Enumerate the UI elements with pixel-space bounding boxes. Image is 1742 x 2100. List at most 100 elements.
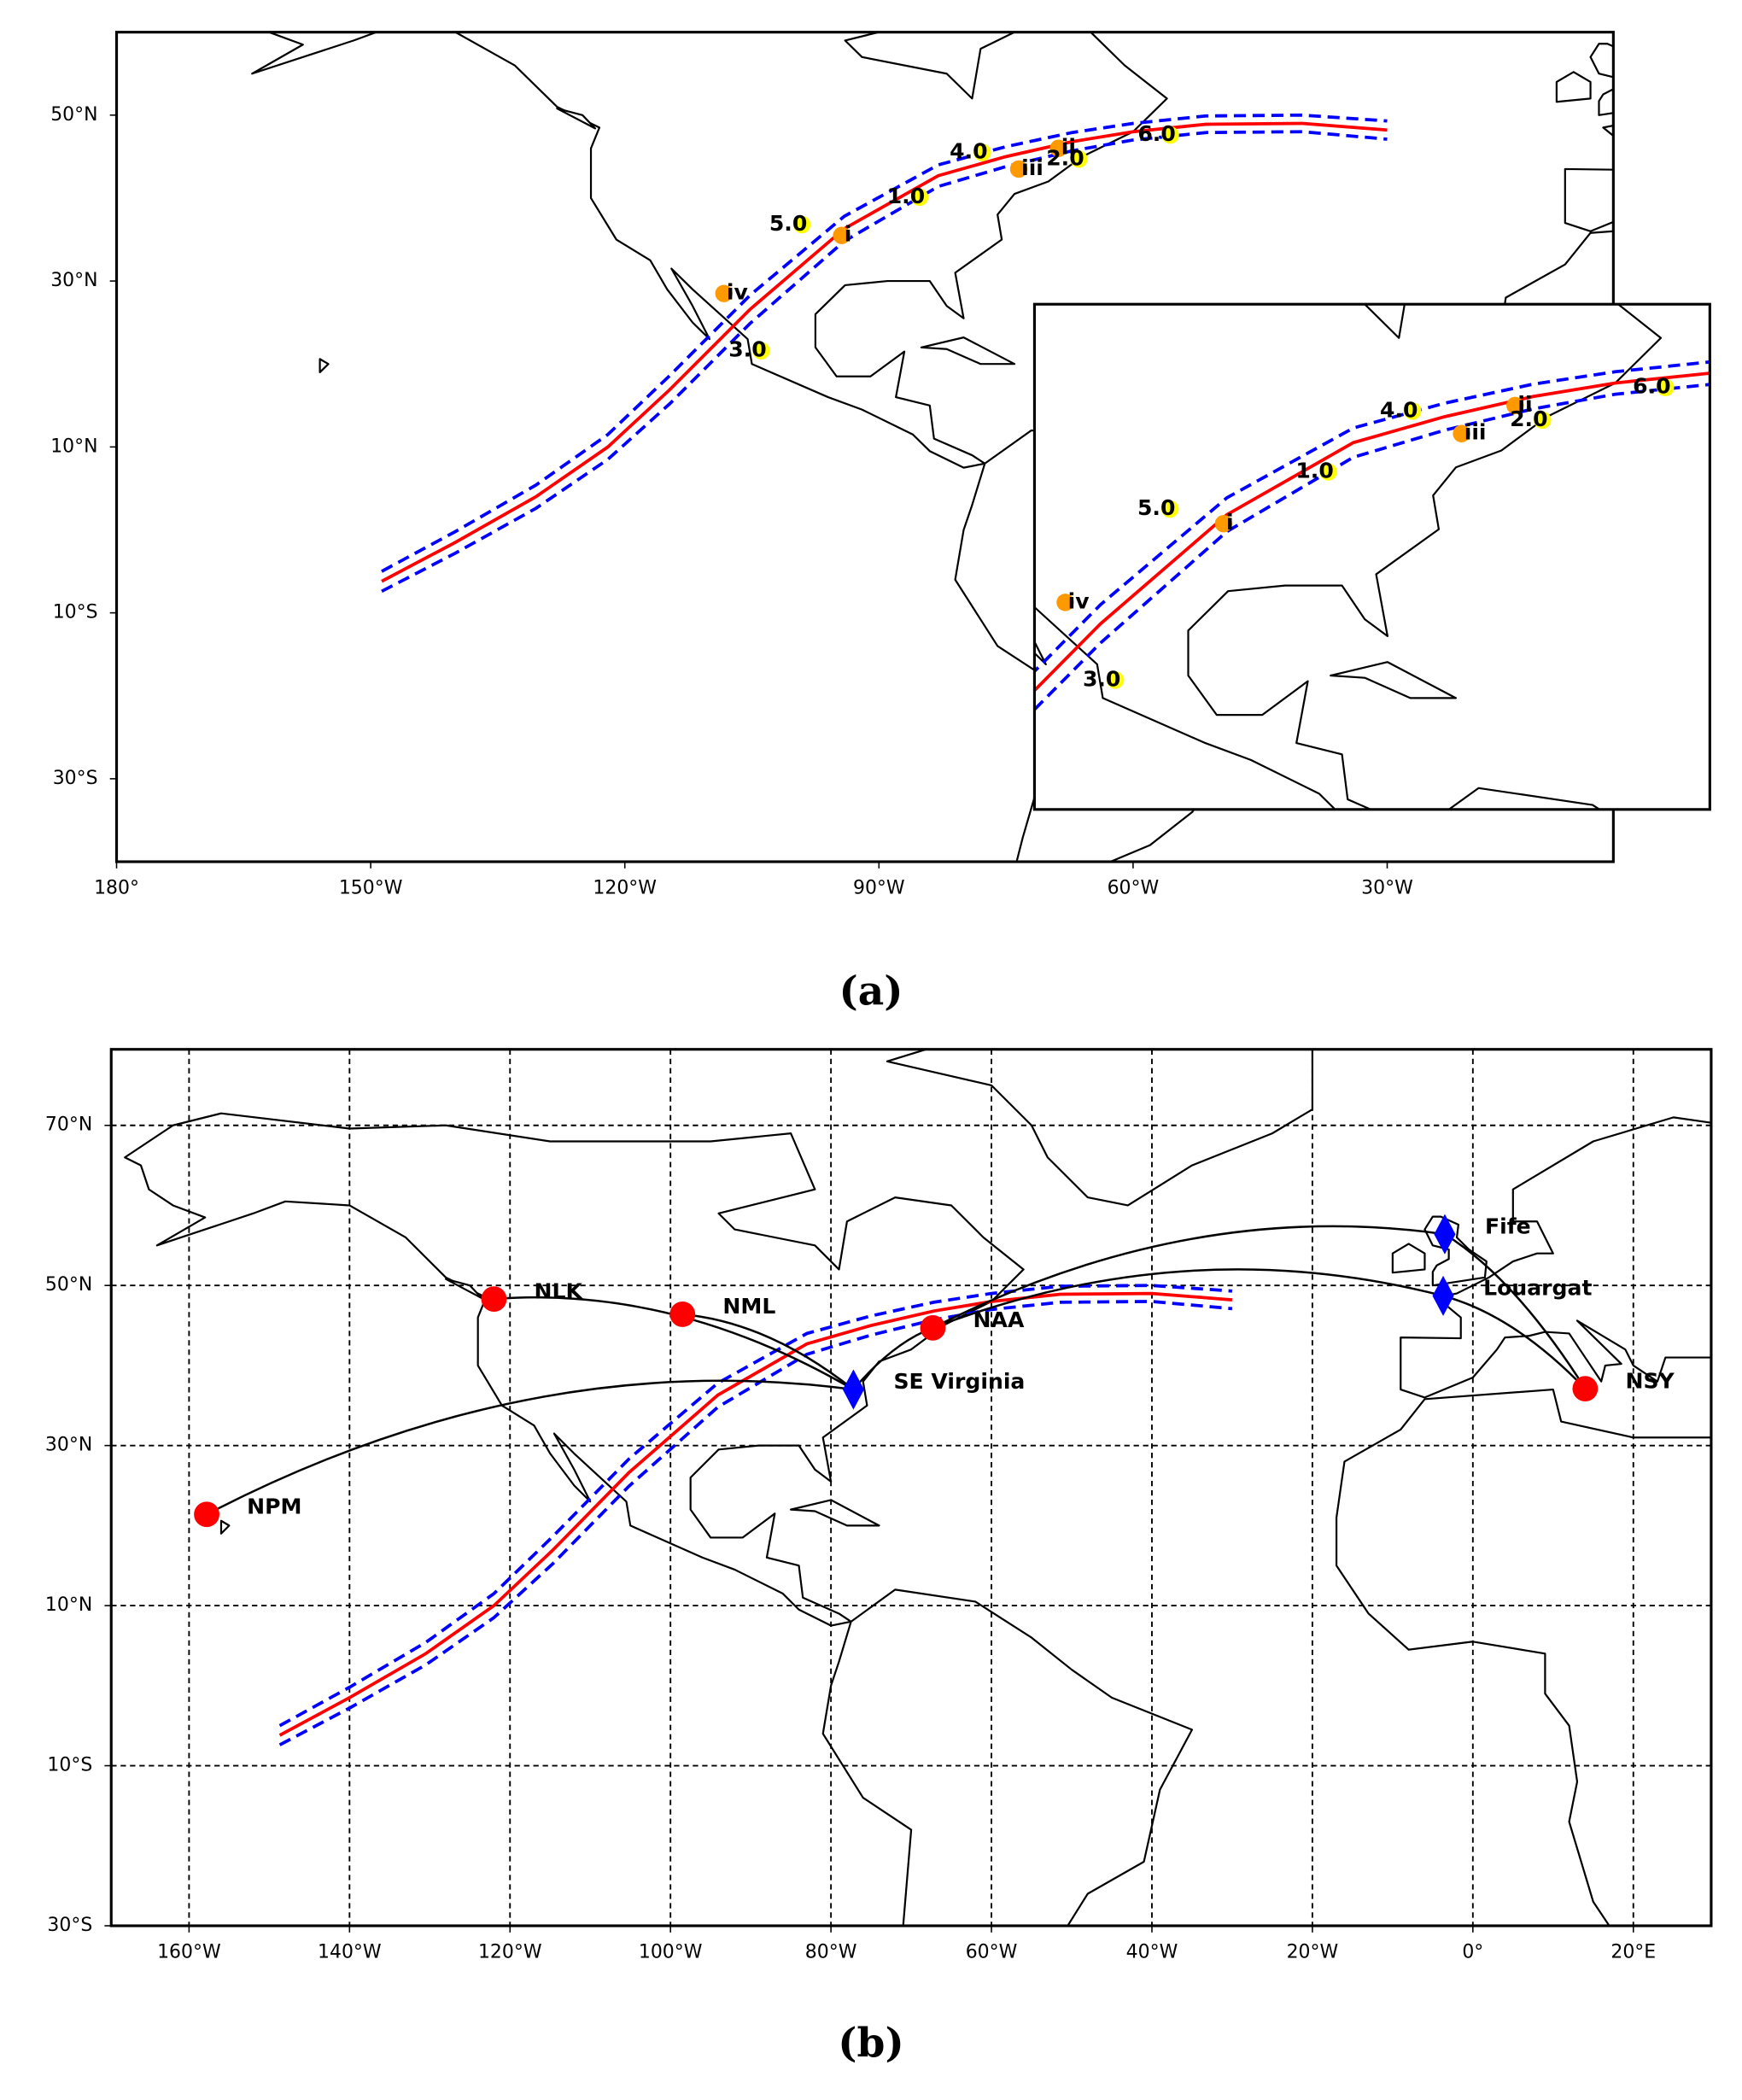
marker-label: 3.0 [1083,666,1120,691]
x-tick-label: 20°W [1287,1941,1339,1963]
marker [973,143,991,161]
x-tick-label: 30°W [1361,877,1413,898]
marker [1160,500,1179,518]
marker [1214,514,1233,533]
marker-label: ii [1517,392,1532,417]
x-tick-label: 20°E [1610,1941,1656,1963]
receiver-label: SE Virginia [893,1369,1025,1394]
x-tick-label: 120°W [593,877,657,898]
coastline [319,358,330,374]
x-tick-label: 180° [94,877,139,898]
marker-label: ii [1061,135,1076,160]
receiver [1432,1275,1454,1316]
propagation-path [932,1225,1446,1329]
inset-frame [1032,302,1711,811]
track-line [1034,371,1710,693]
marker [752,342,770,360]
y-tick-label: 30°N [50,270,97,291]
marker [792,215,811,234]
track-line [278,1291,1233,1737]
coastline [444,1278,483,1300]
marker-label: i [845,222,852,247]
marker-label: i [1226,510,1234,535]
track-line [381,130,1388,594]
x-tick-label: 120°W [478,1941,542,1963]
marker-label: 5.0 [1137,495,1175,520]
marker-label: 6.0 [1633,374,1670,399]
marker [715,284,733,302]
x-tick-label: 40°W [1126,1941,1178,1963]
marker [1009,160,1028,178]
receiver [1434,1214,1456,1255]
y-tick-label: 70°N [45,1114,92,1136]
coastline [1589,43,1614,116]
marker [1161,126,1179,144]
y-tick-label: 10°S [47,1755,92,1776]
marker-label: 3.0 [728,337,766,362]
track-line [278,1284,1233,1728]
transmitter-label: NPM [247,1494,301,1518]
marker [1049,139,1067,157]
marker [833,226,851,244]
coastline [790,1499,880,1527]
coastline [1564,124,1614,232]
x-tick-label: 80°W [805,1941,857,1963]
track-line [381,113,1388,573]
coastline [1034,304,1663,810]
y-tick-label: 10°N [50,436,97,457]
coastline [1555,71,1592,103]
transmitter-label: NSY [1625,1368,1675,1393]
coastline [821,1588,1194,1926]
transmitter-label: NLK [535,1278,584,1303]
y-tick-label: 30°S [47,1915,92,1936]
marker-label: iii [1464,420,1487,445]
coastline [1330,661,1458,699]
marker [1657,378,1675,396]
marker [1534,411,1552,430]
coastline [556,107,597,130]
marker [1404,402,1422,420]
track-line [381,121,1388,583]
y-tick-label: 30°N [45,1435,92,1456]
marker-label: 5.0 [769,211,807,236]
y-tick-label: 50°N [50,104,97,126]
coastline [1447,787,1602,810]
marker-label: iv [1068,588,1090,613]
caption: (b) [838,2020,903,2067]
map-panel: NLK NML NAA NSY NPM SE Virginia Fife Louargat [111,1049,1711,1926]
marker-label: iv [727,280,748,305]
coastline [920,336,1016,366]
x-tick-label: 90°W [853,877,905,898]
marker-label: 4.0 [950,139,987,164]
propagation-path [1442,1295,1587,1389]
marker-label: 2.0 [1510,407,1547,431]
coastline [1391,1243,1426,1274]
marker [1070,150,1088,168]
track-line [1034,360,1710,674]
coastline [219,1519,231,1535]
track-line [1034,383,1710,712]
y-tick-label: 10°S [53,602,98,623]
marker-label: 4.0 [1380,397,1418,422]
receiver-label: Louargat [1483,1276,1592,1301]
coastline [1271,32,1279,33]
propagation-path [932,1268,1444,1330]
marker [910,188,929,207]
marker-label: iii [1021,155,1043,180]
marker-label: 1.0 [1295,459,1333,483]
marker-label: 1.0 [887,184,925,208]
x-tick-label: 160°W [157,1941,221,1963]
x-tick-label: 0° [1462,1941,1483,1963]
x-tick-label: 150°W [339,877,403,898]
coastline [1400,1116,1711,1399]
marker [1453,424,1470,442]
inset-map: 4.0 ii 6.0 iii 2.0 1.0 5.0 i iv 3.0 [1034,304,1710,810]
propagation-path [206,1379,854,1516]
y-tick-label: 50°N [45,1274,92,1296]
transmitter-label: NML [722,1294,775,1319]
marker [1056,594,1074,611]
caption: (a) [839,968,903,1015]
transmitter-label: NAA [973,1307,1025,1332]
coastline [1335,1388,1711,1926]
